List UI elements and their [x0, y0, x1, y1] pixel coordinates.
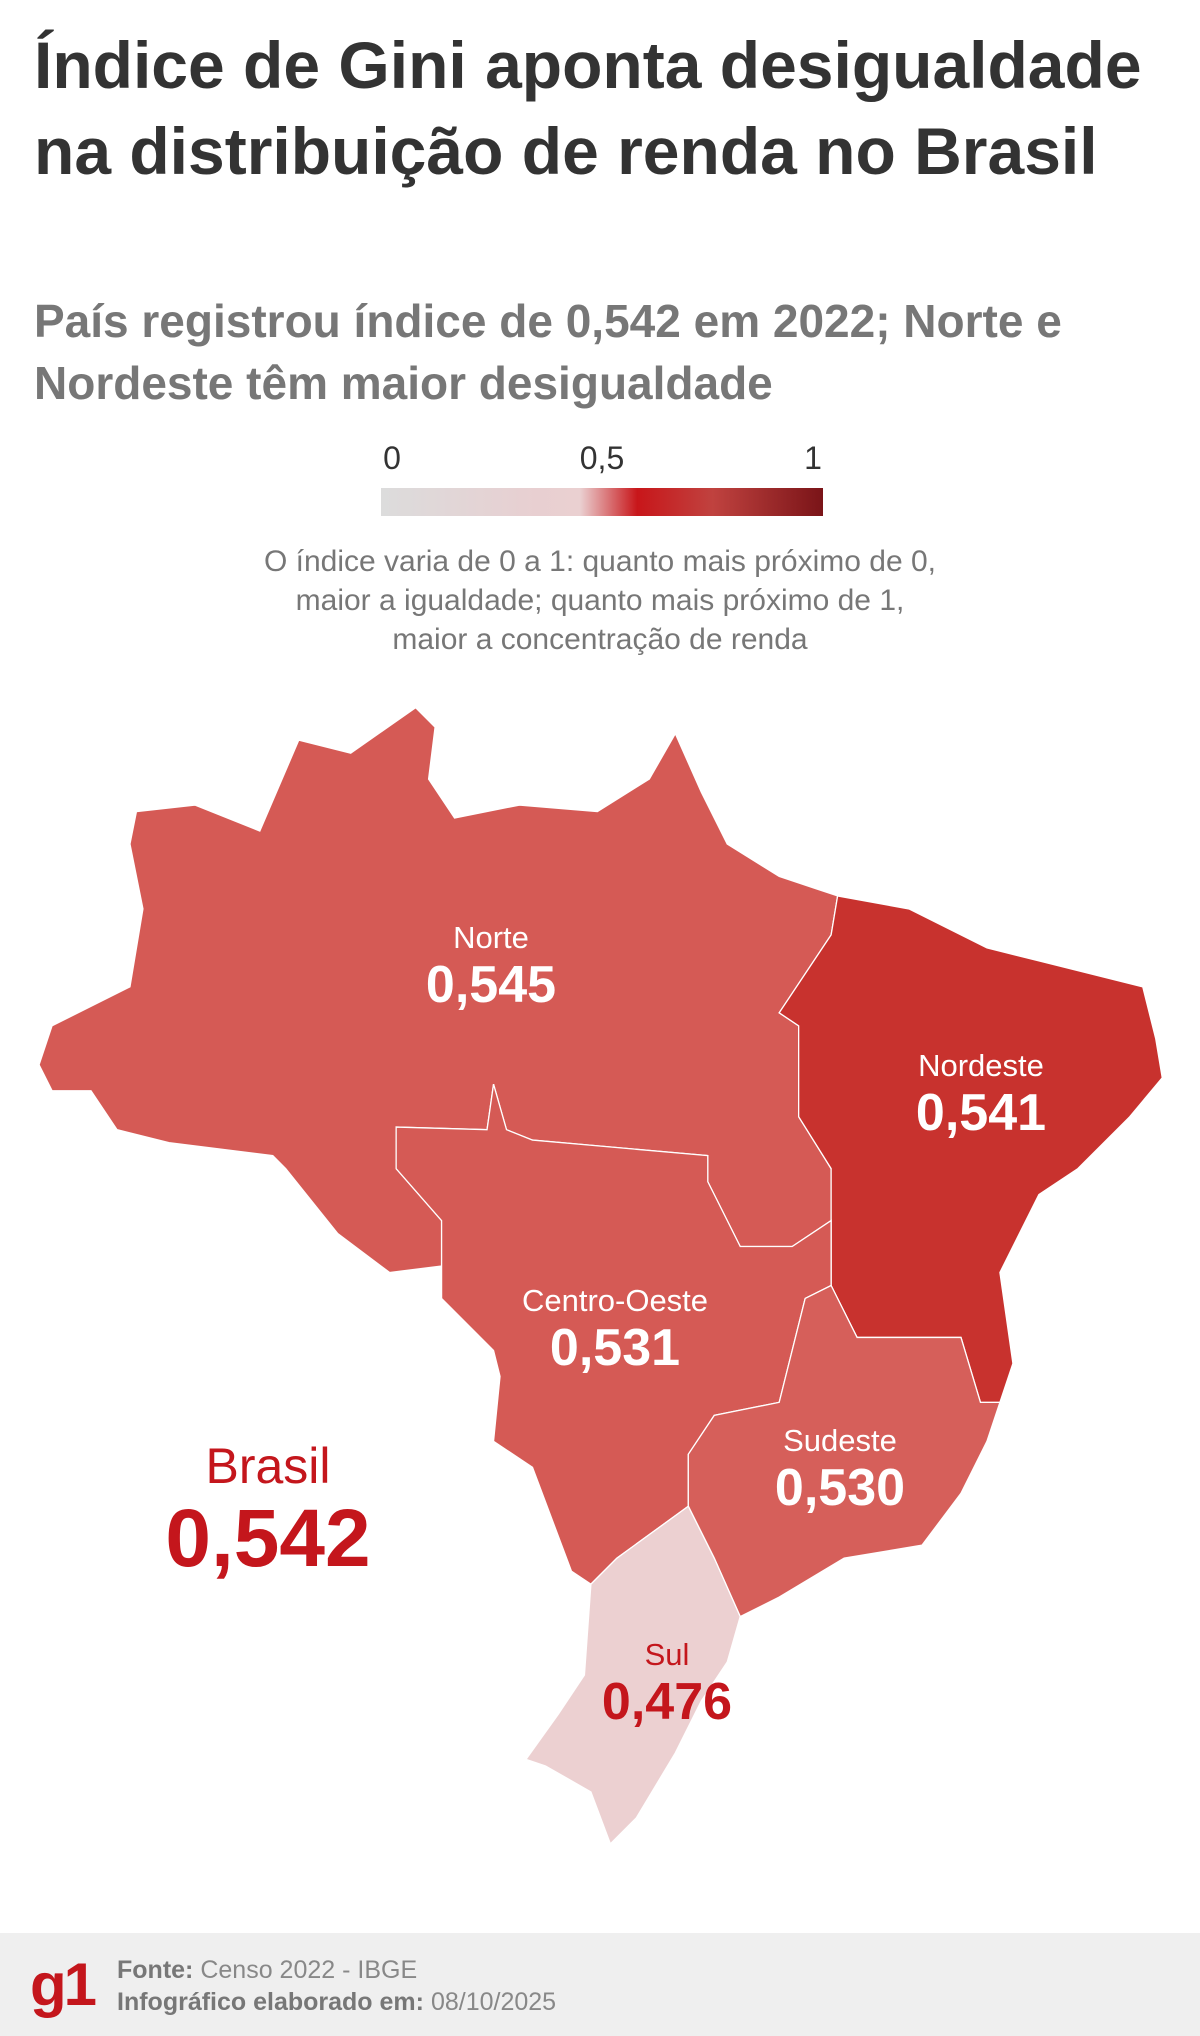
label-sul: Sul 0,476: [602, 1637, 732, 1731]
region-value: 0,531: [549, 1319, 681, 1377]
description-line: O índice varia de 0 a 1: quanto mais pró…: [263, 545, 937, 578]
region-name: Sul: [644, 1637, 690, 1672]
national-value: 0,542: [165, 1493, 371, 1584]
g1-logo: g1: [30, 1951, 97, 2018]
label-norte: Norte 0,545: [426, 920, 556, 1014]
description-line: maior a concentração de renda: [392, 623, 808, 656]
label-sudeste: Sudeste 0,530: [775, 1423, 905, 1517]
label-brasil: Brasil 0,542: [165, 1438, 370, 1584]
description-line: maior a igualdade; quanto mais próximo d…: [295, 584, 905, 617]
source-line: Fonte: Censo 2022 - IBGE: [117, 1955, 417, 1985]
date-label: Infográfico elaborado em:: [117, 1988, 424, 2016]
source-value: Censo 2022 - IBGE: [200, 1956, 418, 1984]
label-nordeste: Nordeste 0,541: [916, 1048, 1046, 1142]
region-name: Norte: [453, 920, 529, 955]
region-name: Sudeste: [783, 1423, 897, 1458]
page-title: Índice de Gini aponta desigualdade na di…: [34, 28, 1142, 188]
region-name: Centro-Oeste: [521, 1283, 709, 1318]
region-sudeste: [687, 1284, 1001, 1618]
region-nordeste: [778, 895, 1163, 1403]
region-value: 0,476: [601, 1673, 733, 1731]
footer: g1 Fonte: Censo 2022 - IBGE Infográfico …: [0, 1933, 1200, 2036]
legend-description: O índice varia de 0 a 1: quanto mais pró…: [0, 542, 1200, 659]
region-sul: [524, 1505, 741, 1845]
legend-tick-half: 0,5: [579, 440, 625, 476]
date-line: Infográfico elaborado em: 08/10/2025: [117, 1987, 556, 2017]
region-name: Nordeste: [918, 1048, 1044, 1083]
page-subtitle: País registrou índice de 0,542 em 2022; …: [34, 295, 1062, 409]
region-value: 0,541: [915, 1084, 1047, 1142]
legend-tick-0: 0: [383, 440, 401, 476]
date-value: 08/10/2025: [430, 1988, 557, 2016]
national-name: Brasil: [205, 1438, 331, 1494]
region-value: 0,530: [774, 1459, 906, 1517]
source-label: Fonte:: [117, 1956, 194, 1984]
color-scale-bar: [381, 488, 823, 516]
region-value: 0,545: [425, 956, 557, 1014]
legend-tick-1: 1: [804, 440, 822, 476]
label-centro-oeste: Centro-Oeste 0,531: [522, 1283, 708, 1377]
